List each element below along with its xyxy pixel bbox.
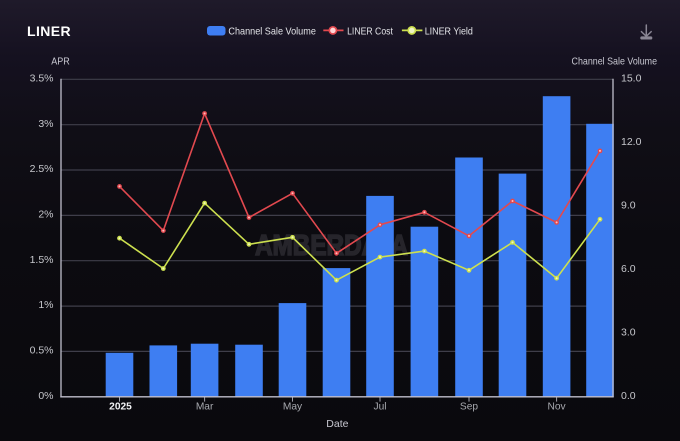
svg-text:Date: Date [326,418,348,430]
svg-text:2025: 2025 [109,401,132,412]
svg-text:0.5%: 0.5% [30,345,54,357]
svg-text:12.0: 12.0 [621,136,642,148]
svg-text:LINER: LINER [27,23,71,39]
svg-text:Jul: Jul [373,401,386,412]
svg-text:LINER Yield: LINER Yield [425,25,473,37]
svg-text:2.5%: 2.5% [30,163,54,175]
svg-text:1%: 1% [38,299,53,311]
svg-text:15.0: 15.0 [621,72,642,84]
svg-text:Channel Sale Volume: Channel Sale Volume [572,56,658,68]
svg-text:9.0: 9.0 [621,199,636,211]
svg-text:3.0: 3.0 [621,326,636,338]
svg-text:3%: 3% [38,118,53,130]
svg-text:3.5%: 3.5% [30,72,54,84]
svg-text:Channel Sale Volume: Channel Sale Volume [228,25,316,37]
svg-text:2%: 2% [38,209,53,221]
svg-text:LINER Cost: LINER Cost [347,25,393,37]
svg-text:Sep: Sep [460,401,478,412]
svg-text:6.0: 6.0 [621,263,636,275]
svg-text:APR: APR [51,56,70,68]
svg-text:Nov: Nov [548,401,567,412]
svg-text:Mar: Mar [196,401,214,412]
svg-text:0.0: 0.0 [621,390,636,402]
svg-text:1.5%: 1.5% [30,254,54,266]
svg-text:0%: 0% [38,390,53,402]
svg-text:May: May [283,401,303,412]
